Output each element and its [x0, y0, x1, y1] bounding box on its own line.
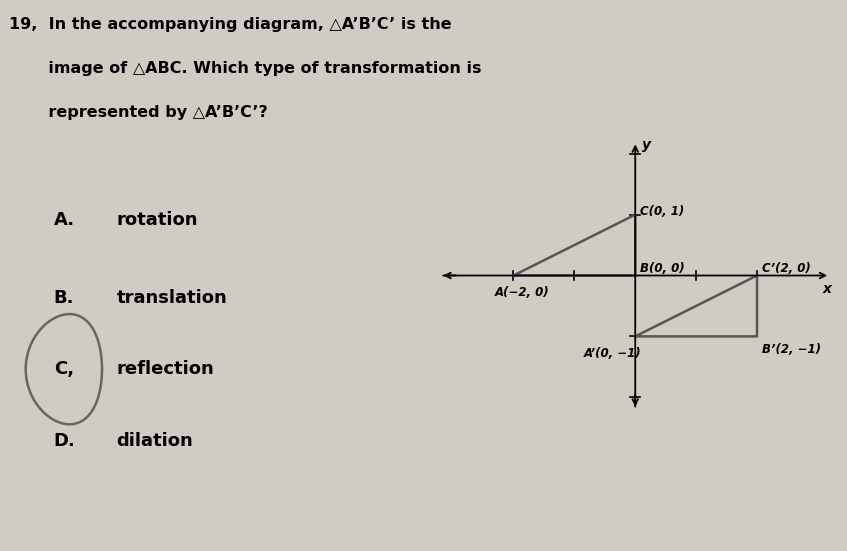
Text: rotation: rotation [117, 212, 198, 229]
Text: represented by △A’B’C’?: represented by △A’B’C’? [9, 105, 268, 120]
Text: A(−2, 0): A(−2, 0) [495, 286, 550, 299]
Text: image of △ABC. Which type of transformation is: image of △ABC. Which type of transformat… [9, 61, 481, 75]
Text: B’(2, −1): B’(2, −1) [762, 343, 821, 356]
Text: 19,  In the accompanying diagram, △A’B’C’ is the: 19, In the accompanying diagram, △A’B’C’… [9, 17, 451, 31]
Text: C’(2, 0): C’(2, 0) [762, 262, 811, 275]
Text: D.: D. [54, 432, 75, 450]
Text: B.: B. [54, 289, 75, 306]
Text: reflection: reflection [117, 360, 214, 378]
Text: dilation: dilation [117, 432, 193, 450]
Text: B(0, 0): B(0, 0) [639, 262, 684, 275]
Text: translation: translation [117, 289, 228, 306]
Text: A.: A. [54, 212, 75, 229]
Text: C(0, 1): C(0, 1) [639, 205, 684, 218]
Text: y: y [642, 138, 650, 152]
Text: x: x [822, 282, 832, 296]
Text: C,: C, [54, 360, 74, 378]
Text: A’(0, −1): A’(0, −1) [584, 347, 641, 360]
